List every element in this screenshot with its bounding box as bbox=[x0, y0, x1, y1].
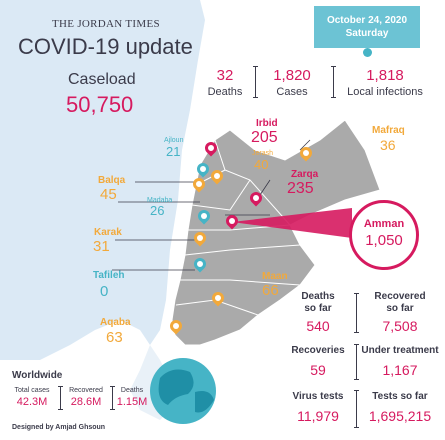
date-text: October 24, 2020 bbox=[326, 15, 408, 26]
daily-deaths-value: 32 bbox=[216, 67, 234, 84]
balqa-name: Balqa bbox=[98, 175, 126, 186]
worldwide-deaths-value: 1.15M bbox=[116, 396, 148, 408]
virus-tests-value: 11,979 bbox=[297, 408, 339, 424]
aqaba-name: Aqaba bbox=[100, 317, 131, 328]
maan-name: Maan bbox=[262, 271, 288, 282]
virus-tests-label: Virus tests bbox=[292, 391, 344, 402]
badge-pin bbox=[363, 48, 372, 57]
separator bbox=[110, 386, 115, 410]
worldwide-recovered-value: 28.6M bbox=[70, 396, 102, 408]
worldwide-deaths-label: Deaths bbox=[120, 387, 144, 394]
page-title: COVID-19 update bbox=[18, 34, 193, 59]
madaba-name: Madaba bbox=[147, 197, 173, 204]
tests-so-far-value: 1,695,215 bbox=[368, 408, 432, 424]
worldwide-recovered-label: Recovered bbox=[69, 387, 103, 394]
worldwide-title: Worldwide bbox=[12, 370, 63, 381]
irbid-name: Irbid bbox=[256, 118, 278, 129]
amman-highlight: Amman 1,050 bbox=[349, 200, 419, 270]
amman-callout bbox=[232, 208, 352, 238]
callout-lines bbox=[112, 139, 311, 271]
tafileh-name: Tafileh bbox=[93, 270, 125, 281]
recoveries-value: 59 bbox=[310, 362, 326, 378]
recovered-so-far-value: 7,508 bbox=[382, 318, 418, 334]
recovered-so-far-label: Recovered bbox=[374, 291, 426, 302]
caseload-label: Caseload bbox=[68, 71, 136, 88]
amman-value: 1,050 bbox=[365, 232, 403, 249]
jerash-value: 40 bbox=[254, 157, 269, 172]
ajloun-value: 21 bbox=[166, 144, 181, 159]
recoveries-label: Recoveries bbox=[291, 345, 345, 356]
separator bbox=[354, 293, 359, 333]
weekday-text: Saturday bbox=[345, 28, 389, 39]
daily-local-label: Local infections bbox=[347, 86, 423, 98]
daily-cases-label: Cases bbox=[276, 86, 308, 98]
tafileh-value: 0 bbox=[100, 283, 109, 300]
globe-icon bbox=[150, 358, 216, 424]
aqaba-value: 63 bbox=[106, 329, 123, 346]
separator bbox=[354, 344, 359, 380]
zarqa-name: Zarqa bbox=[291, 169, 319, 180]
designer-credit: Designed by Amjad Ghsoun bbox=[12, 424, 106, 431]
madaba-value: 26 bbox=[150, 203, 165, 218]
deaths-so-far-label-2: so far bbox=[304, 303, 332, 314]
daily-local-value: 1,818 bbox=[366, 67, 404, 84]
mafraq-value: 36 bbox=[380, 137, 396, 153]
separator bbox=[58, 386, 63, 410]
amman-name: Amman bbox=[363, 218, 405, 230]
separator bbox=[253, 66, 258, 98]
jordan-land bbox=[171, 119, 381, 346]
daily-cases-value: 1,820 bbox=[273, 67, 311, 84]
worldwide-total-cases-value: 42.3M bbox=[16, 396, 48, 408]
worldwide-total-cases-label: Total cases bbox=[14, 387, 50, 394]
ajloun-name: Ajloun bbox=[164, 137, 184, 144]
mafraq-name: Mafraq bbox=[372, 125, 405, 136]
karak-value: 31 bbox=[93, 238, 110, 255]
separator bbox=[331, 66, 336, 98]
zarqa-value: 235 bbox=[287, 180, 314, 197]
maan-value: 66 bbox=[262, 282, 279, 299]
jerash-name: Jerash bbox=[252, 150, 274, 157]
karak-name: Karak bbox=[94, 227, 122, 238]
tests-so-far-label: Tests so far bbox=[372, 391, 428, 402]
irbid-value: 205 bbox=[251, 129, 278, 146]
under-treatment-value: 1,167 bbox=[382, 362, 418, 378]
date-badge: October 24, 2020 Saturday bbox=[314, 6, 420, 48]
balqa-value: 45 bbox=[100, 186, 117, 203]
brand-logo: THE JORDAN TIMES bbox=[52, 18, 160, 30]
deaths-so-far-value: 540 bbox=[306, 318, 330, 334]
recovered-so-far-label-2: so far bbox=[386, 303, 414, 314]
caseload-value: 50,750 bbox=[66, 92, 134, 117]
daily-deaths-label: Deaths bbox=[207, 86, 243, 98]
separator bbox=[354, 390, 359, 428]
deaths-so-far-label: Deaths bbox=[301, 291, 335, 302]
under-treatment-label: Under treatment bbox=[361, 345, 439, 356]
